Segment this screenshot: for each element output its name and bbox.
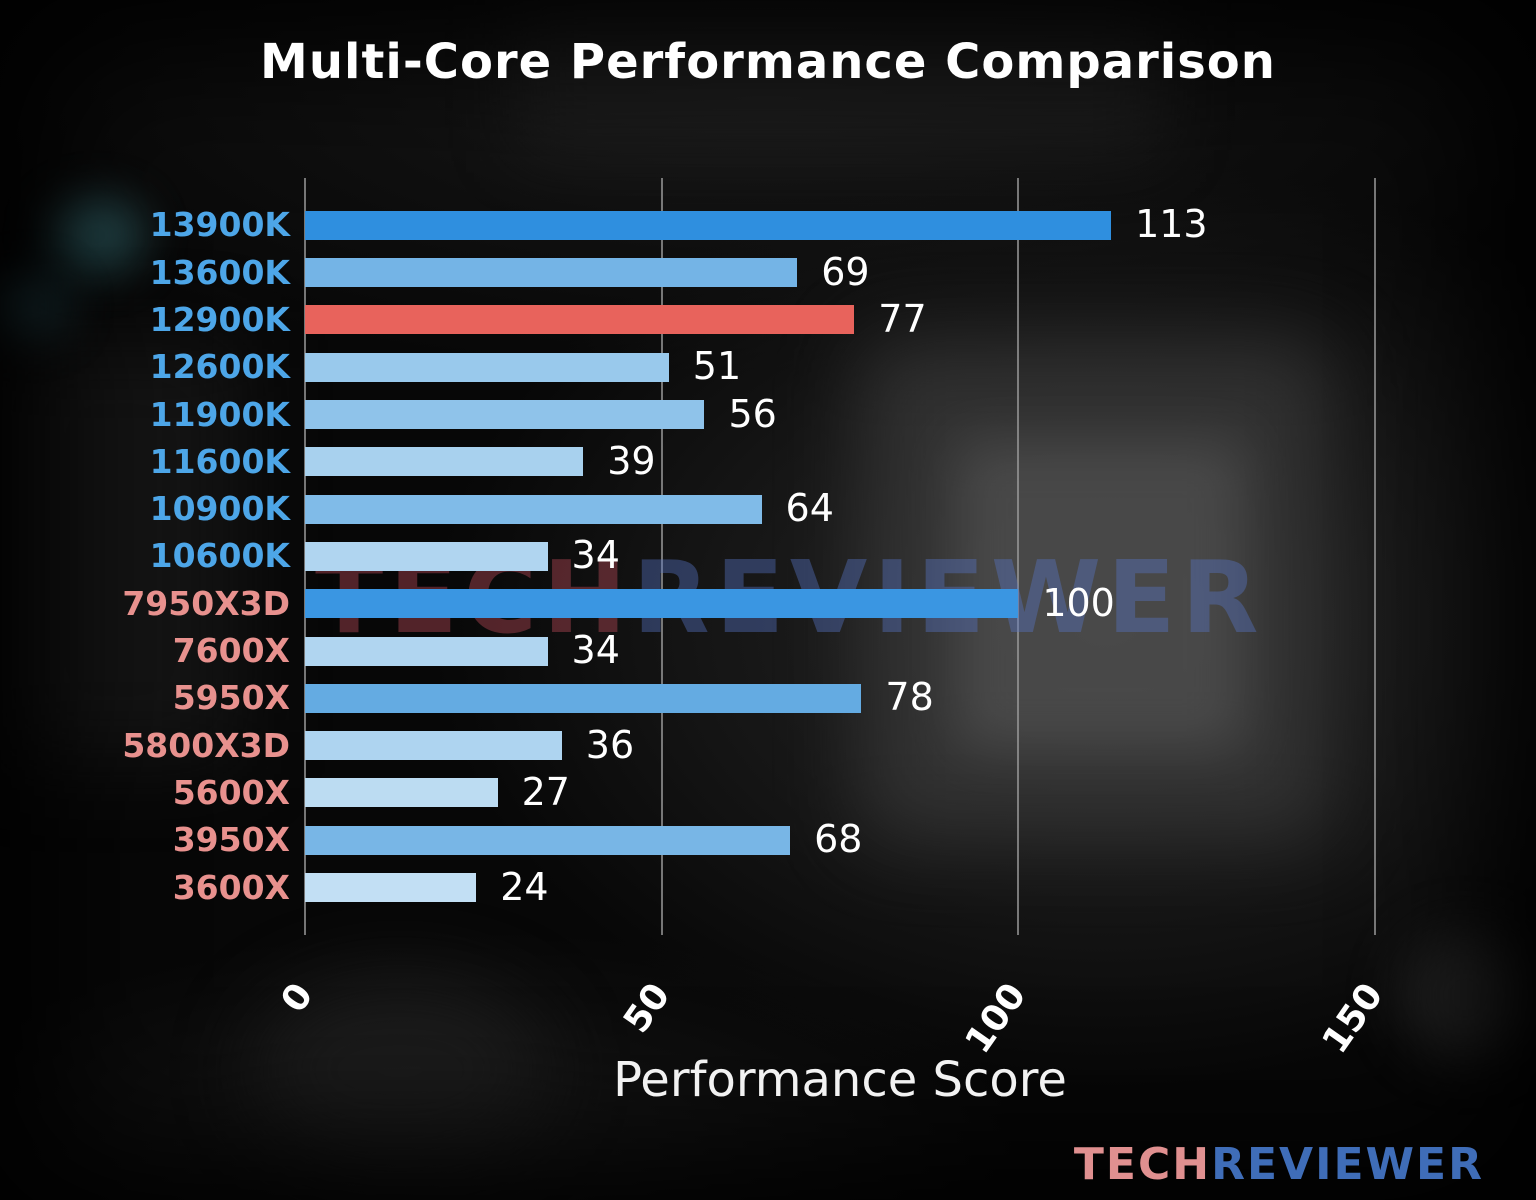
value-label: 77 (878, 296, 927, 341)
background-blur-shape (0, 275, 70, 337)
brand-logo: TECHREVIEWER (1074, 1139, 1484, 1190)
category-label: 10600K (149, 536, 290, 576)
category-label: 12900K (149, 299, 290, 339)
category-label: 3600X (172, 867, 290, 907)
category-label: 5950X (172, 678, 290, 718)
background-blur-shape (520, 0, 1160, 150)
value-label: 78 (885, 675, 934, 720)
value-label: 68 (814, 817, 863, 862)
bar (305, 589, 1019, 619)
x-axis-label: Performance Score (613, 1052, 1067, 1108)
bar (305, 683, 862, 713)
chart-title: Multi-Core Performance Comparison (260, 34, 1276, 90)
value-label: 34 (571, 533, 620, 578)
bar (305, 636, 548, 666)
value-label: 36 (585, 722, 635, 767)
bar-highlighted (305, 305, 855, 335)
value-label: 39 (607, 438, 656, 483)
value-label: 69 (821, 249, 870, 294)
background-blur-shape (1400, 930, 1530, 1060)
bar (305, 400, 705, 429)
bar (305, 494, 762, 524)
background-blur-shape (0, 340, 240, 760)
gridline (1374, 178, 1376, 935)
gridline (660, 178, 663, 935)
bar (305, 447, 584, 477)
bar (305, 825, 791, 855)
value-label: 64 (785, 486, 834, 531)
value-label: 34 (571, 628, 620, 672)
category-label: 10900K (149, 489, 290, 529)
value-label: 51 (692, 344, 742, 389)
bar (305, 778, 498, 808)
category-label: 13600K (149, 252, 290, 292)
category-label: 3950X (172, 820, 290, 860)
category-label: 11600K (149, 441, 290, 481)
value-label: 24 (500, 864, 549, 909)
category-label: 5600X (172, 772, 290, 812)
value-label: 27 (521, 769, 570, 814)
bar (305, 210, 1112, 240)
category-label: 11900K (149, 394, 290, 434)
background-blur-shape (48, 198, 143, 273)
bar (305, 352, 669, 382)
category-label: 7950X3D (122, 583, 290, 623)
bar (305, 541, 548, 571)
logo-tech: TECH (1073, 1139, 1212, 1190)
category-label: 13900K (149, 205, 290, 245)
bar (305, 873, 477, 902)
bar (305, 731, 562, 761)
logo-reviewer: REVIEWER (1211, 1139, 1484, 1190)
value-label: 100 (1042, 580, 1115, 625)
category-label: 7600X (172, 631, 290, 670)
background-blur-shape (250, 980, 550, 1160)
category-label: 12600K (149, 347, 290, 387)
bar (305, 258, 798, 288)
gridline (1017, 178, 1020, 935)
value-label: 56 (728, 391, 777, 436)
category-label: 5800X3D (122, 725, 290, 765)
value-label: 113 (1135, 202, 1208, 247)
